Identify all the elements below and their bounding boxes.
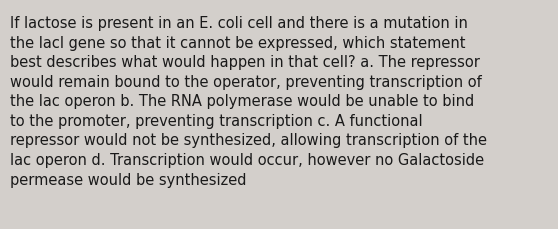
- Text: If lactose is present in an E. coli cell and there is a mutation in
the lacl gen: If lactose is present in an E. coli cell…: [10, 16, 487, 187]
